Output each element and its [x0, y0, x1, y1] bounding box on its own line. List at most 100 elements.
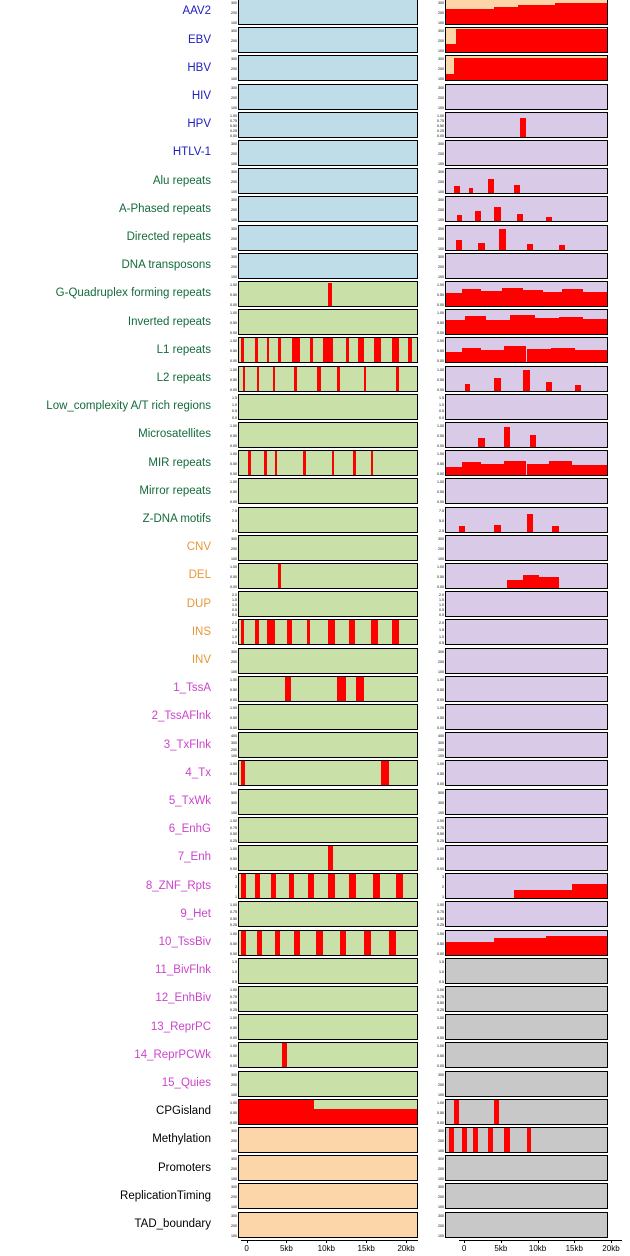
left-track-axis: 1.00 0.50 0.00	[216, 281, 238, 307]
track-row: ReplicationTiming 300 200 100 300 200 100	[0, 1182, 630, 1210]
left-track-panel	[238, 337, 418, 364]
left-track-panel	[238, 619, 418, 646]
axis-tick-label: 1.00	[230, 1016, 237, 1021]
track-label: HIV	[191, 89, 211, 102]
right-track-axis: 500 300 100	[423, 789, 445, 815]
axis-tick-label: 0.00	[437, 1120, 444, 1125]
right-track-axis: 2.0 1.5 1.0 0.5 0.0	[423, 591, 445, 617]
axis-tick-label: 1.5	[232, 598, 237, 603]
right-track-panel	[445, 224, 608, 251]
right-track-panel	[445, 1127, 608, 1154]
axis-tick-label: 0.50	[437, 832, 444, 837]
axis-tick-label: 0.00	[230, 444, 237, 449]
track-bar	[478, 437, 485, 448]
axis-tick-label: 0.50	[230, 687, 237, 692]
axis-tick-label: 2.0	[232, 593, 237, 598]
track-bar	[561, 288, 583, 307]
axis-tick-label: 1.00	[230, 452, 237, 457]
right-track-panel	[445, 196, 608, 223]
left-track-axis: 1.00 0.50 0.00	[216, 760, 238, 786]
track-bar	[255, 338, 258, 363]
right-track-axis: 1.00 0.75 0.50 0.25	[423, 986, 445, 1012]
left-track-axis: 1.00 0.50 0.00	[216, 930, 238, 956]
axis-tick-label: 100	[438, 105, 444, 110]
axis-tick-label: 200	[438, 659, 444, 664]
right-track-panel	[445, 1098, 608, 1125]
axis-tick-label: 400	[438, 734, 444, 739]
axis-tick-label: 0.00	[437, 359, 444, 364]
axis-tick-label: 100	[231, 669, 237, 674]
track-bar	[545, 216, 553, 222]
left-track-axis: 1.00 0.50 0.00	[216, 478, 238, 504]
axis-tick-label: 200	[231, 1223, 237, 1228]
track-bar	[545, 382, 553, 391]
left-track-panel	[238, 27, 418, 54]
axis-tick-label: 0.50	[230, 462, 237, 467]
axis-tick-label: 300	[438, 1213, 444, 1218]
track-label: Mirror repeats	[139, 484, 211, 497]
right-track-panel	[445, 1183, 608, 1210]
track-label: 1_TssA	[173, 682, 211, 695]
track-row: 14_ReprPCWk 1.00 0.50 0.00 1.00 0.50 0.00	[0, 1041, 630, 1069]
right-track-panel	[445, 760, 608, 787]
left-track-axis: 300 200 100	[216, 225, 238, 251]
axis-tick-label: 200	[231, 208, 237, 213]
track-bar	[555, 2, 607, 25]
left-track-axis: 300 200 100	[216, 648, 238, 674]
track-bar	[240, 930, 247, 955]
left-track-axis: 2.0 1.5 1.0 0.5	[216, 619, 238, 645]
track-bar	[520, 117, 527, 137]
right-track-axis: 1.5 1.0 0.5	[423, 958, 445, 984]
left-track-panel	[238, 1014, 418, 1041]
right-track-panel	[445, 422, 608, 449]
axis-tick-label: 0.00	[437, 331, 444, 336]
axis-tick-label: 1.00	[437, 1044, 444, 1049]
right-track-panel	[445, 309, 608, 336]
axis-tick-label: 0.5	[439, 979, 444, 984]
track-bar	[523, 574, 540, 589]
axis-tick-label: 1.00	[230, 903, 237, 908]
track-row: HBV 300 200 100 300 200 100	[0, 54, 630, 82]
axis-tick-label: 0.25	[230, 1008, 237, 1013]
left-track-panel	[238, 1070, 418, 1097]
axis-tick-label: 100	[231, 754, 237, 759]
axis-tick-label: 300	[231, 85, 237, 90]
left-track-axis: 1.00 0.50 0.00	[216, 704, 238, 730]
right-track-axis: 300 200 100	[423, 27, 445, 53]
axis-tick-label: 1	[442, 895, 444, 900]
track-bar	[457, 215, 463, 222]
track-row: TAD_boundary 300 200 100 300 200 100	[0, 1211, 630, 1239]
right-track-axis: 300 200 100	[423, 253, 445, 279]
axis-tick-label: 0.50	[437, 772, 444, 777]
track-label: Inverted repeats	[127, 315, 211, 328]
left-track-panel	[238, 675, 418, 702]
track-bar	[352, 451, 356, 476]
right-track-axis: 1.00 0.50 0.00	[423, 309, 445, 335]
track-row: EBV 300 200 100 300 200 100	[0, 26, 630, 54]
axis-tick	[464, 1239, 466, 1243]
axis-tick-label: 200	[438, 152, 444, 157]
track-label: HBV	[187, 61, 211, 74]
axis-tick-label: 0.25	[230, 838, 237, 843]
left-track-axis: 300 200 100	[216, 27, 238, 53]
axis-tick-label: 1.0	[232, 402, 237, 407]
left-track-panel	[238, 1098, 418, 1125]
track-bar	[523, 370, 530, 391]
right-track-panel	[445, 732, 608, 759]
left-track-panel	[238, 365, 418, 392]
track-bar	[502, 288, 524, 307]
left-track-panel	[238, 816, 418, 843]
track-bar	[287, 620, 293, 645]
track-bar	[306, 620, 311, 645]
right-track-axis: 300 200 100	[423, 535, 445, 561]
axis-tick-label: 100	[438, 754, 444, 759]
track-bar	[465, 383, 471, 391]
track-bar	[317, 366, 321, 391]
axis-tick-label: 0.50	[437, 434, 444, 439]
track-bar	[526, 349, 551, 363]
axis-tick-label: 100	[438, 669, 444, 674]
right-track-panel	[445, 168, 608, 195]
axis-tick-label: 0.00	[230, 472, 237, 477]
axis-tick-label: 0.00	[437, 133, 444, 138]
